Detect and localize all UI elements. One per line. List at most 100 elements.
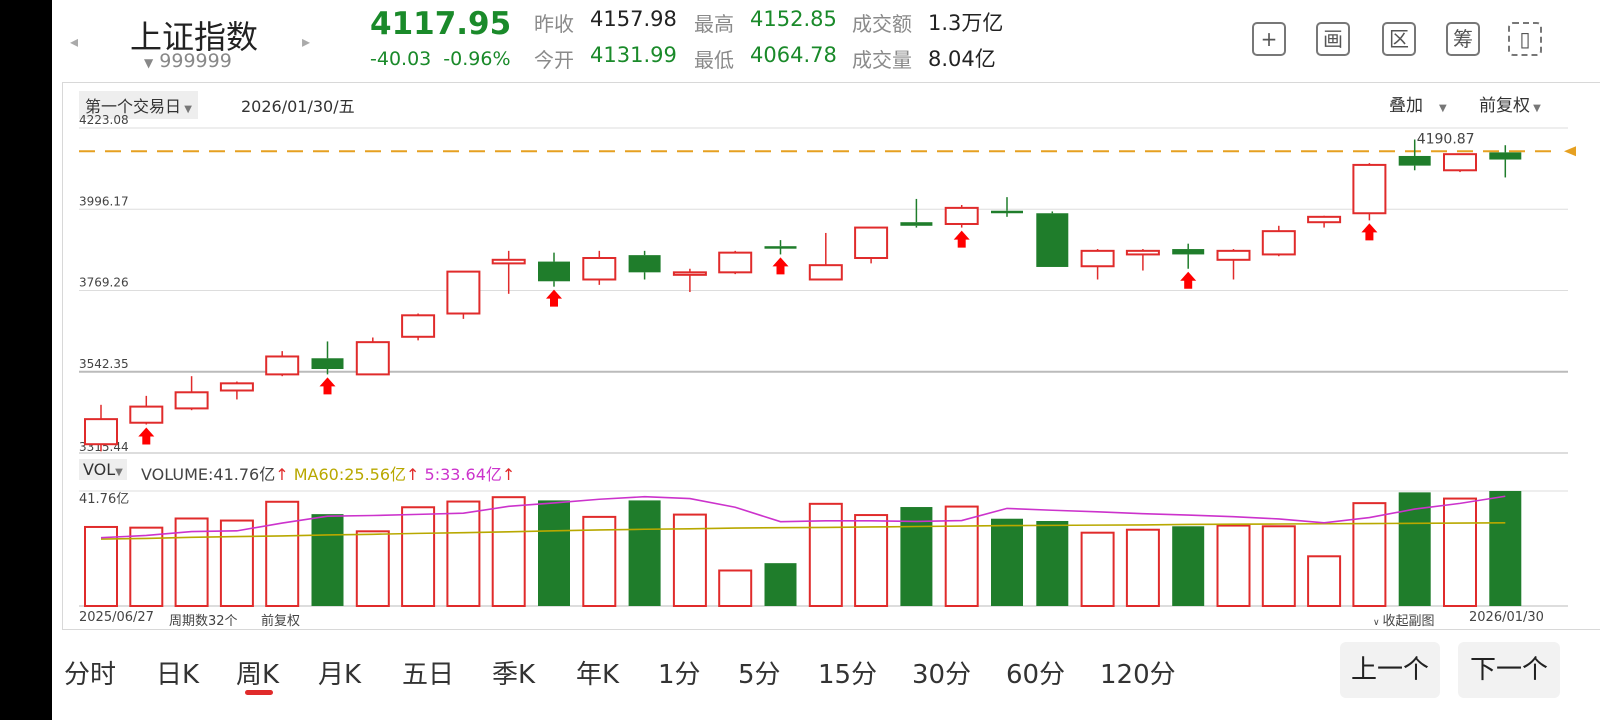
volume-bar bbox=[582, 515, 617, 607]
period-tab[interactable]: 30分 bbox=[912, 660, 972, 690]
range-icon[interactable]: 区 bbox=[1382, 22, 1416, 56]
adjust-label: 前复权 bbox=[1479, 96, 1530, 116]
next-stock-button[interactable]: 下一个 bbox=[1458, 642, 1560, 698]
volume-bar bbox=[991, 518, 1023, 606]
candle-body bbox=[446, 270, 481, 315]
stat-label: 最低 bbox=[694, 48, 734, 72]
collapse-label: 收起副图 bbox=[1382, 614, 1435, 629]
volume-bar bbox=[1125, 528, 1160, 608]
caret-down-icon: ▼ bbox=[1530, 103, 1541, 114]
period-tab[interactable]: 5分 bbox=[738, 660, 781, 690]
candle-body bbox=[1398, 155, 1431, 166]
volume-bar bbox=[900, 507, 933, 606]
caret-down-icon: ▼ bbox=[1439, 103, 1447, 114]
adjust-selector[interactable]: 前复权 ▼ bbox=[1479, 91, 1541, 116]
volume-bar bbox=[672, 513, 707, 607]
end-date: 2026/01/30 bbox=[1469, 610, 1544, 625]
y-tick-label: 4223.08 bbox=[79, 113, 129, 127]
first-day-selector[interactable]: 第一个交易日 ▼ bbox=[79, 91, 198, 119]
overlay-selector[interactable]: 叠加 ▼ bbox=[1389, 91, 1447, 116]
max-price-label: 4190.87 bbox=[1417, 131, 1475, 147]
candle-body bbox=[84, 418, 118, 446]
candle-body bbox=[808, 264, 843, 281]
volume-bar bbox=[628, 500, 661, 606]
index-code-row[interactable]: ▼ 999999 bbox=[144, 50, 232, 72]
period-count: 周期数32个 bbox=[169, 614, 238, 629]
y-tick-label: 3769.26 bbox=[79, 276, 129, 290]
selected-date: 2026/01/30/五 bbox=[241, 97, 355, 116]
ma60-line bbox=[100, 522, 1506, 540]
period-tab[interactable]: 五日 bbox=[402, 660, 455, 690]
volume-bar bbox=[129, 526, 164, 607]
first-day-label: 第一个交易日 bbox=[85, 97, 182, 116]
candle-body bbox=[491, 258, 526, 265]
period-tab[interactable]: 季K bbox=[492, 660, 536, 690]
candle-body bbox=[672, 271, 707, 276]
candle-body bbox=[1036, 213, 1069, 267]
volume-bar bbox=[944, 505, 979, 608]
period-tab[interactable]: 1分 bbox=[658, 660, 701, 690]
stat-value: 4064.78 bbox=[750, 43, 837, 67]
stat-label: 昨收 bbox=[534, 12, 574, 36]
vol-legend: VOLUME:41.76亿↑ MA60:25.56亿↑ 5:33.64亿↑ bbox=[141, 461, 515, 485]
period-tab[interactable]: 120分 bbox=[1100, 660, 1176, 690]
candlestick-svg[interactable]: 4223.083996.173769.263542.353315.444190.… bbox=[63, 83, 1600, 629]
candle-body bbox=[219, 382, 254, 392]
period-tab[interactable]: 15分 bbox=[818, 660, 878, 690]
ma60-value: MA60:25.56亿 bbox=[293, 465, 407, 484]
signal-up-arrow-icon bbox=[772, 257, 789, 275]
volume-bar bbox=[219, 519, 254, 607]
plus-icon[interactable]: + bbox=[1252, 22, 1286, 56]
app-root: ◂ 上证指数 ▼ 999999 ▸ 4117.95 -40.03 -0.96% … bbox=[52, 0, 1600, 720]
stat-value: 4157.98 bbox=[590, 7, 677, 31]
period-tab[interactable]: 分时 bbox=[64, 660, 117, 690]
candle-body bbox=[174, 391, 209, 410]
candle-body bbox=[1443, 153, 1477, 172]
up-arrow-icon: ↑ bbox=[275, 465, 289, 484]
volume-bar bbox=[1261, 525, 1296, 607]
footer-adjust: 前复权 bbox=[261, 614, 301, 629]
picture-icon[interactable]: 画 bbox=[1316, 22, 1350, 56]
candle-body bbox=[401, 314, 436, 338]
period-tab[interactable]: 60分 bbox=[1006, 660, 1066, 690]
price-change: -40.03 -0.96% bbox=[370, 48, 511, 70]
prev-stock-button[interactable]: 上一个 bbox=[1340, 642, 1440, 698]
active-tab-indicator bbox=[245, 690, 273, 695]
signal-up-arrow-icon bbox=[546, 289, 562, 307]
volume-bar bbox=[808, 502, 843, 607]
candle-body bbox=[1080, 249, 1115, 268]
change-percent: -0.96% bbox=[443, 48, 511, 70]
volume-bar bbox=[854, 514, 889, 607]
candle-body bbox=[764, 246, 797, 249]
y-tick-label: 3996.17 bbox=[79, 194, 129, 208]
volume-bar bbox=[491, 496, 526, 608]
collapse-subchart-button[interactable]: ∨ 收起副图 bbox=[1373, 610, 1434, 629]
stat-value: 4152.85 bbox=[750, 7, 837, 31]
change-value: -40.03 bbox=[370, 48, 432, 70]
chips-icon[interactable]: 筹 bbox=[1446, 22, 1480, 56]
candle-body bbox=[129, 405, 164, 424]
candle-body bbox=[900, 222, 933, 226]
candle-body bbox=[355, 341, 390, 376]
volume-bar bbox=[1216, 524, 1251, 608]
y-tick-label: 3542.35 bbox=[79, 357, 129, 371]
stat-label: 今开 bbox=[534, 48, 574, 72]
period-tab[interactable]: 日K bbox=[156, 660, 200, 690]
period-tab[interactable]: 年K bbox=[576, 660, 620, 690]
stat-label: 成交额 bbox=[852, 12, 912, 36]
ma5-line bbox=[100, 495, 1506, 539]
volume-bar bbox=[1489, 491, 1522, 606]
rotate-icon[interactable]: ▯ bbox=[1508, 22, 1542, 56]
period-tab[interactable]: 月K bbox=[318, 660, 362, 690]
period-tab[interactable]: 周K bbox=[236, 660, 280, 690]
caret-down-icon: ▼ bbox=[115, 467, 123, 478]
signal-up-arrow-icon bbox=[319, 377, 336, 395]
volume-bar bbox=[446, 500, 481, 607]
signal-up-arrow-icon bbox=[953, 230, 970, 248]
stat-label: 成交量 bbox=[852, 48, 912, 72]
vol-indicator-selector[interactable]: VOL▼ bbox=[79, 459, 127, 480]
up-arrow-icon: ↑ bbox=[501, 465, 516, 484]
prev-index-arrow-icon[interactable]: ◂ bbox=[70, 32, 79, 51]
next-index-arrow-icon[interactable]: ▸ bbox=[302, 32, 311, 51]
candle-body bbox=[1172, 249, 1205, 255]
